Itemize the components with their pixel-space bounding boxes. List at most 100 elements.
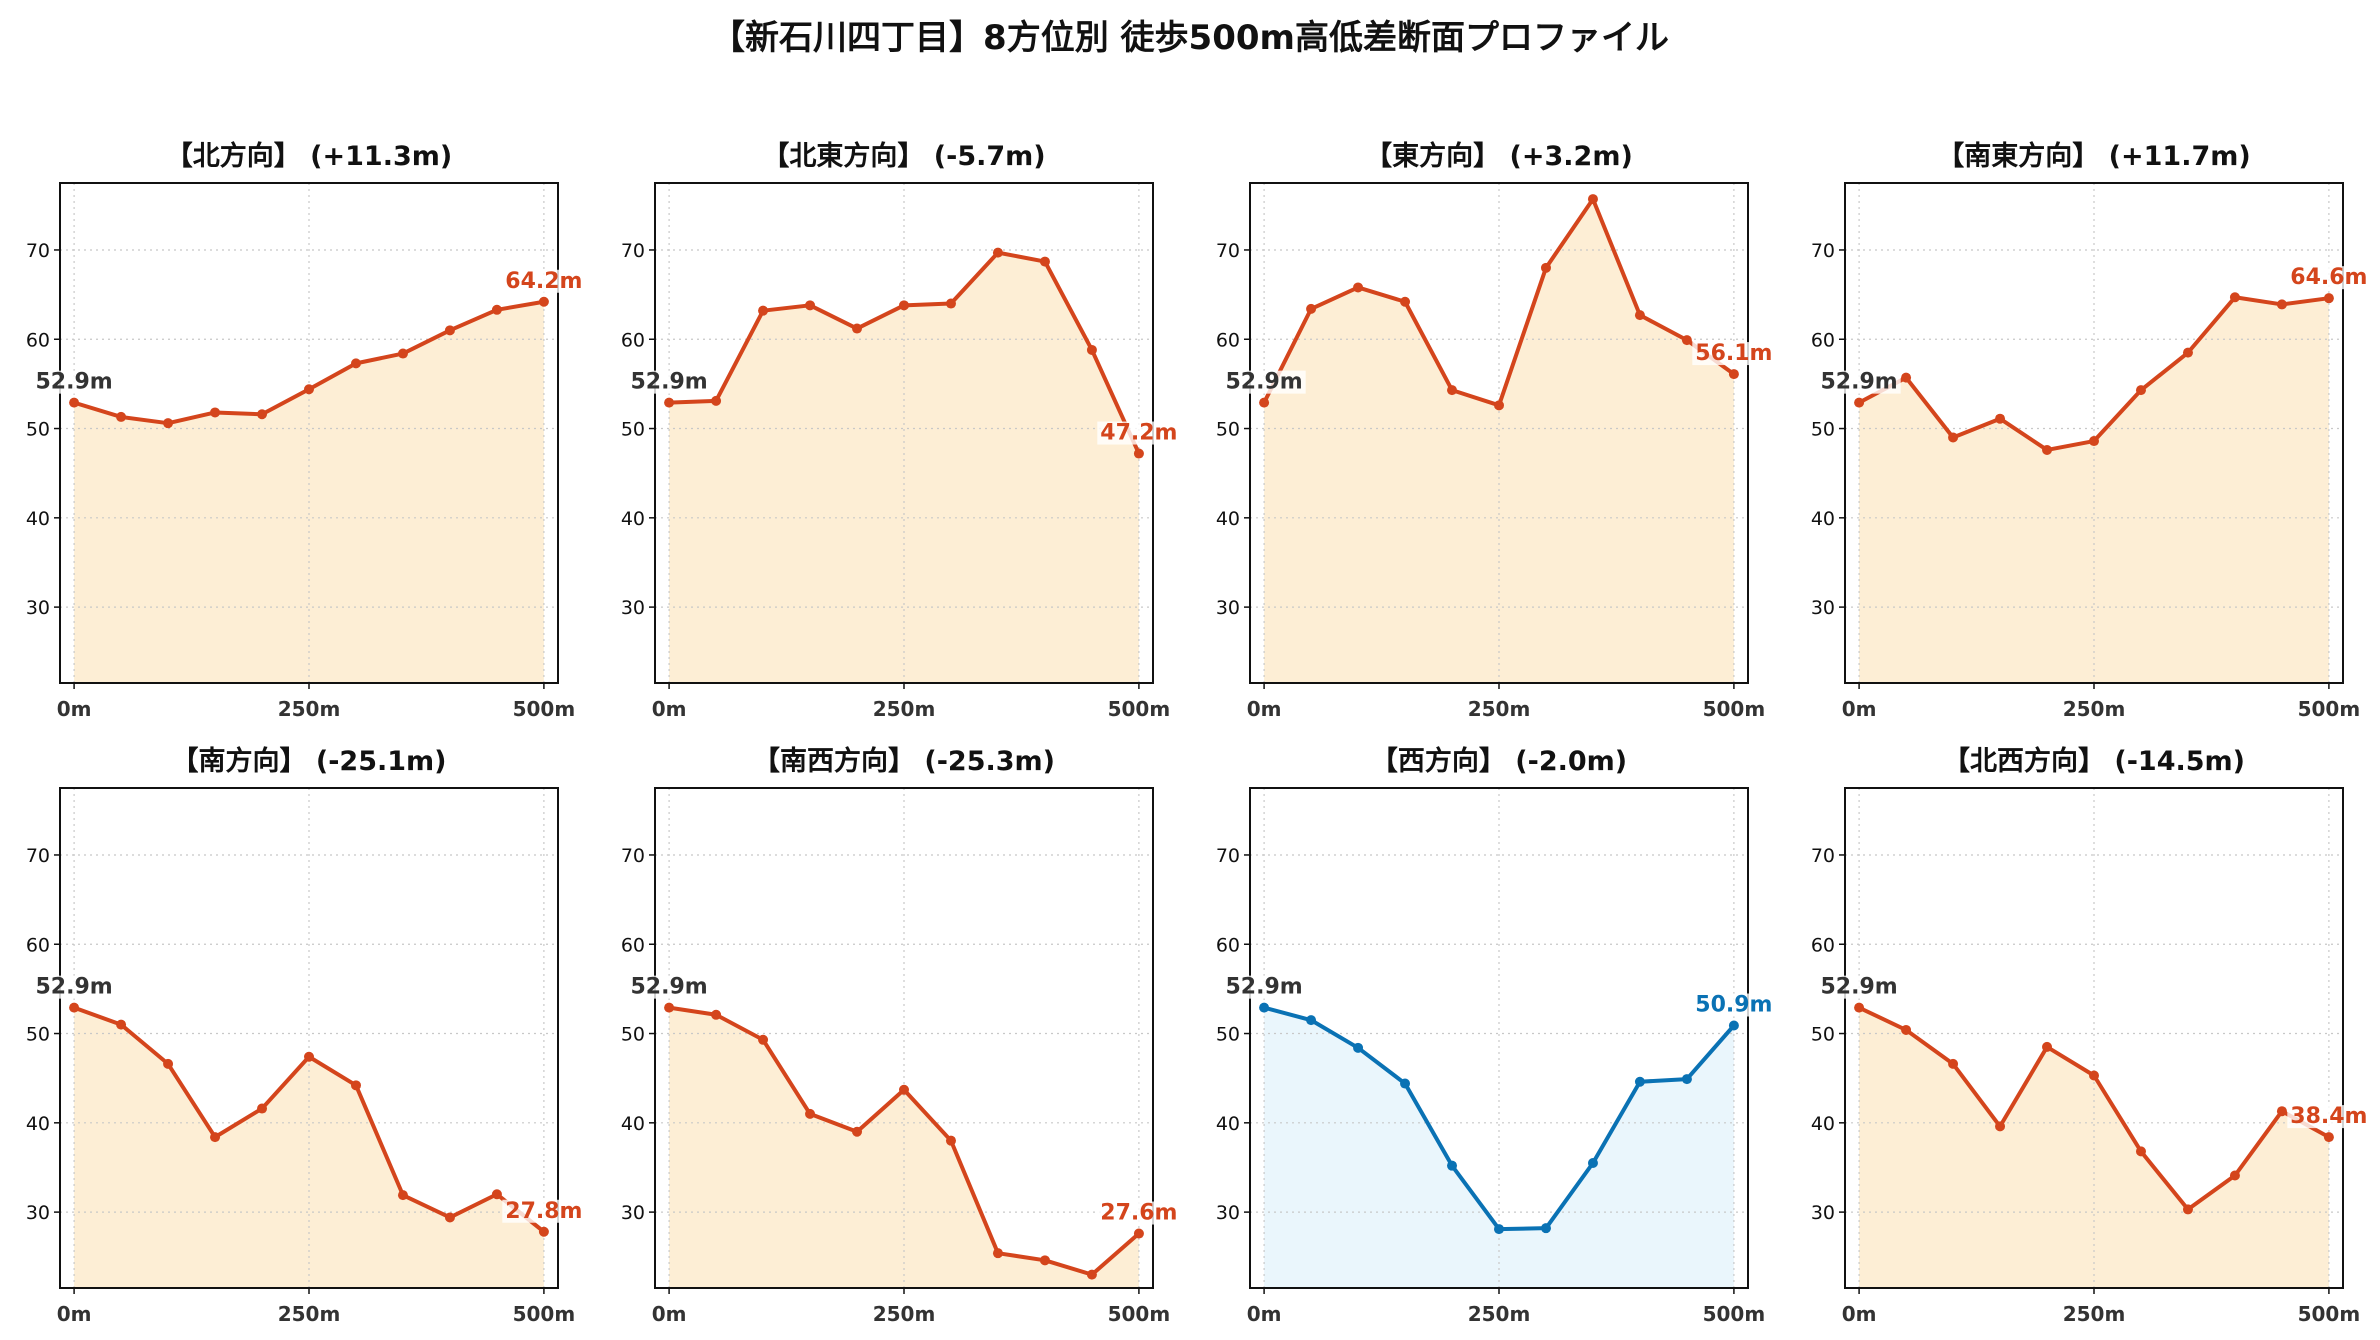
x-tick-label: 0m (57, 697, 92, 721)
data-point (1039, 1255, 1050, 1266)
panel-title: 【東方向】 (+3.2m) (1365, 140, 1633, 172)
data-point (2229, 1170, 2240, 1181)
panel-1: 【北方向】 (+11.3m) 30 40 50 60 70 0m 250m 500m 52.9m 6… (26, 140, 586, 721)
y-tick-label: 60 (1811, 329, 1835, 351)
data-point (1259, 1002, 1270, 1013)
y-tick-label: 60 (26, 329, 50, 351)
data-point (1728, 1020, 1739, 1031)
end-value-label: 38.4m (2290, 1104, 2367, 1129)
data-point (444, 325, 455, 336)
x-tick-label: 500m (1703, 1302, 1766, 1326)
x-tick-label: 500m (1108, 1302, 1171, 1326)
end-value-label-bg (1097, 421, 1181, 445)
data-point (664, 397, 675, 408)
start-value-label-bg (32, 975, 116, 999)
y-tick-label: 50 (1216, 419, 1240, 441)
data-point (2042, 444, 2053, 455)
y-tick-label: 50 (621, 419, 645, 441)
end-value-label: 56.1m (1695, 341, 1772, 366)
panel-4: 【南東方向】 (+11.7m) 30 40 50 60 70 0m 250m 500m 52.9m… (1811, 140, 2371, 721)
data-point (852, 1126, 863, 1137)
y-tick-label: 70 (1216, 240, 1240, 262)
y-tick-label: 30 (621, 1202, 645, 1224)
x-tick-label: 500m (513, 697, 576, 721)
data-point (899, 1084, 909, 1095)
x-tick-label: 0m (57, 1302, 92, 1326)
data-point (992, 1248, 1003, 1259)
start-value-label-group: 52.9m (1222, 975, 1306, 1000)
data-point (1854, 1002, 1865, 1013)
y-tick-label: 50 (1811, 419, 1835, 441)
panel-title: 【南方向】 (-25.1m) (171, 745, 446, 777)
start-value-label-bg (627, 370, 711, 394)
y-tick-label: 30 (1811, 1202, 1835, 1224)
data-point (1039, 256, 1050, 267)
data-point (1447, 385, 1458, 396)
data-point (1133, 1228, 1144, 1239)
end-value-label-bg (1692, 342, 1776, 366)
end-value-label: 64.2m (505, 269, 582, 294)
x-tick-label: 0m (1842, 1302, 1877, 1326)
data-point (1259, 397, 1270, 408)
y-tick-label: 70 (1811, 240, 1835, 262)
start-value-label: 52.9m (1820, 370, 1897, 395)
data-point (1587, 194, 1598, 205)
x-tick-label: 500m (2298, 1302, 2361, 1326)
y-tick-label: 40 (1216, 1113, 1240, 1135)
start-value-label: 52.9m (35, 370, 112, 395)
end-value-label-group: 56.1m (1692, 341, 1776, 366)
y-tick-label: 30 (26, 1202, 50, 1224)
start-value-label-group: 52.9m (1817, 370, 1901, 395)
data-point (2323, 1132, 2334, 1143)
data-point (2182, 347, 2193, 358)
data-point (1901, 372, 1912, 383)
end-value-label-group: 50.9m (1692, 993, 1776, 1018)
data-point (1086, 344, 1097, 355)
data-point (805, 1108, 816, 1119)
x-tick-label: 250m (278, 1302, 341, 1326)
x-tick-label: 250m (2063, 1302, 2126, 1326)
x-tick-label: 500m (1703, 697, 1766, 721)
data-point (711, 1009, 722, 1020)
y-tick-label: 60 (621, 329, 645, 351)
panel-7: 【西方向】 (-2.0m) 30 40 50 60 70 0m 250m 500m 52.9m 50… (1216, 745, 1776, 1326)
y-tick-label: 60 (621, 934, 645, 956)
data-point (2135, 385, 2146, 396)
data-point (350, 358, 361, 369)
x-tick-label: 250m (1468, 1302, 1531, 1326)
y-tick-label: 30 (1811, 597, 1835, 619)
y-tick-label: 70 (621, 240, 645, 262)
start-value-label-bg (1817, 975, 1901, 999)
y-tick-label: 40 (1216, 508, 1240, 530)
data-point (2135, 1146, 2146, 1157)
data-point (711, 395, 722, 406)
y-tick-label: 40 (1811, 508, 1835, 530)
start-value-label: 52.9m (1820, 975, 1897, 1000)
data-point (899, 300, 909, 311)
data-point (1681, 1074, 1692, 1085)
panel-3: 【東方向】 (+3.2m) 30 40 50 60 70 0m 250m 500m 52.9m 56… (1216, 140, 1776, 721)
start-value-label-group: 52.9m (627, 370, 711, 395)
data-point (1995, 413, 2006, 424)
y-tick-label: 60 (1811, 934, 1835, 956)
x-tick-label: 0m (1842, 697, 1877, 721)
y-tick-label: 50 (1216, 1024, 1240, 1046)
data-point (1306, 303, 1317, 314)
data-point (664, 1002, 675, 1013)
y-tick-label: 50 (26, 419, 50, 441)
data-point (1901, 1024, 1912, 1035)
data-point (945, 1135, 956, 1146)
y-tick-label: 30 (26, 597, 50, 619)
x-tick-label: 0m (1247, 697, 1282, 721)
y-tick-label: 50 (26, 1024, 50, 1046)
data-point (210, 407, 221, 418)
data-point (116, 411, 127, 422)
data-point (2089, 436, 2099, 447)
end-value-label-group: 64.2m (502, 269, 586, 294)
y-tick-label: 50 (621, 1024, 645, 1046)
data-point (304, 384, 314, 395)
data-point (2182, 1204, 2193, 1215)
data-point (491, 304, 502, 315)
data-point (163, 1058, 174, 1069)
data-point (538, 296, 549, 307)
